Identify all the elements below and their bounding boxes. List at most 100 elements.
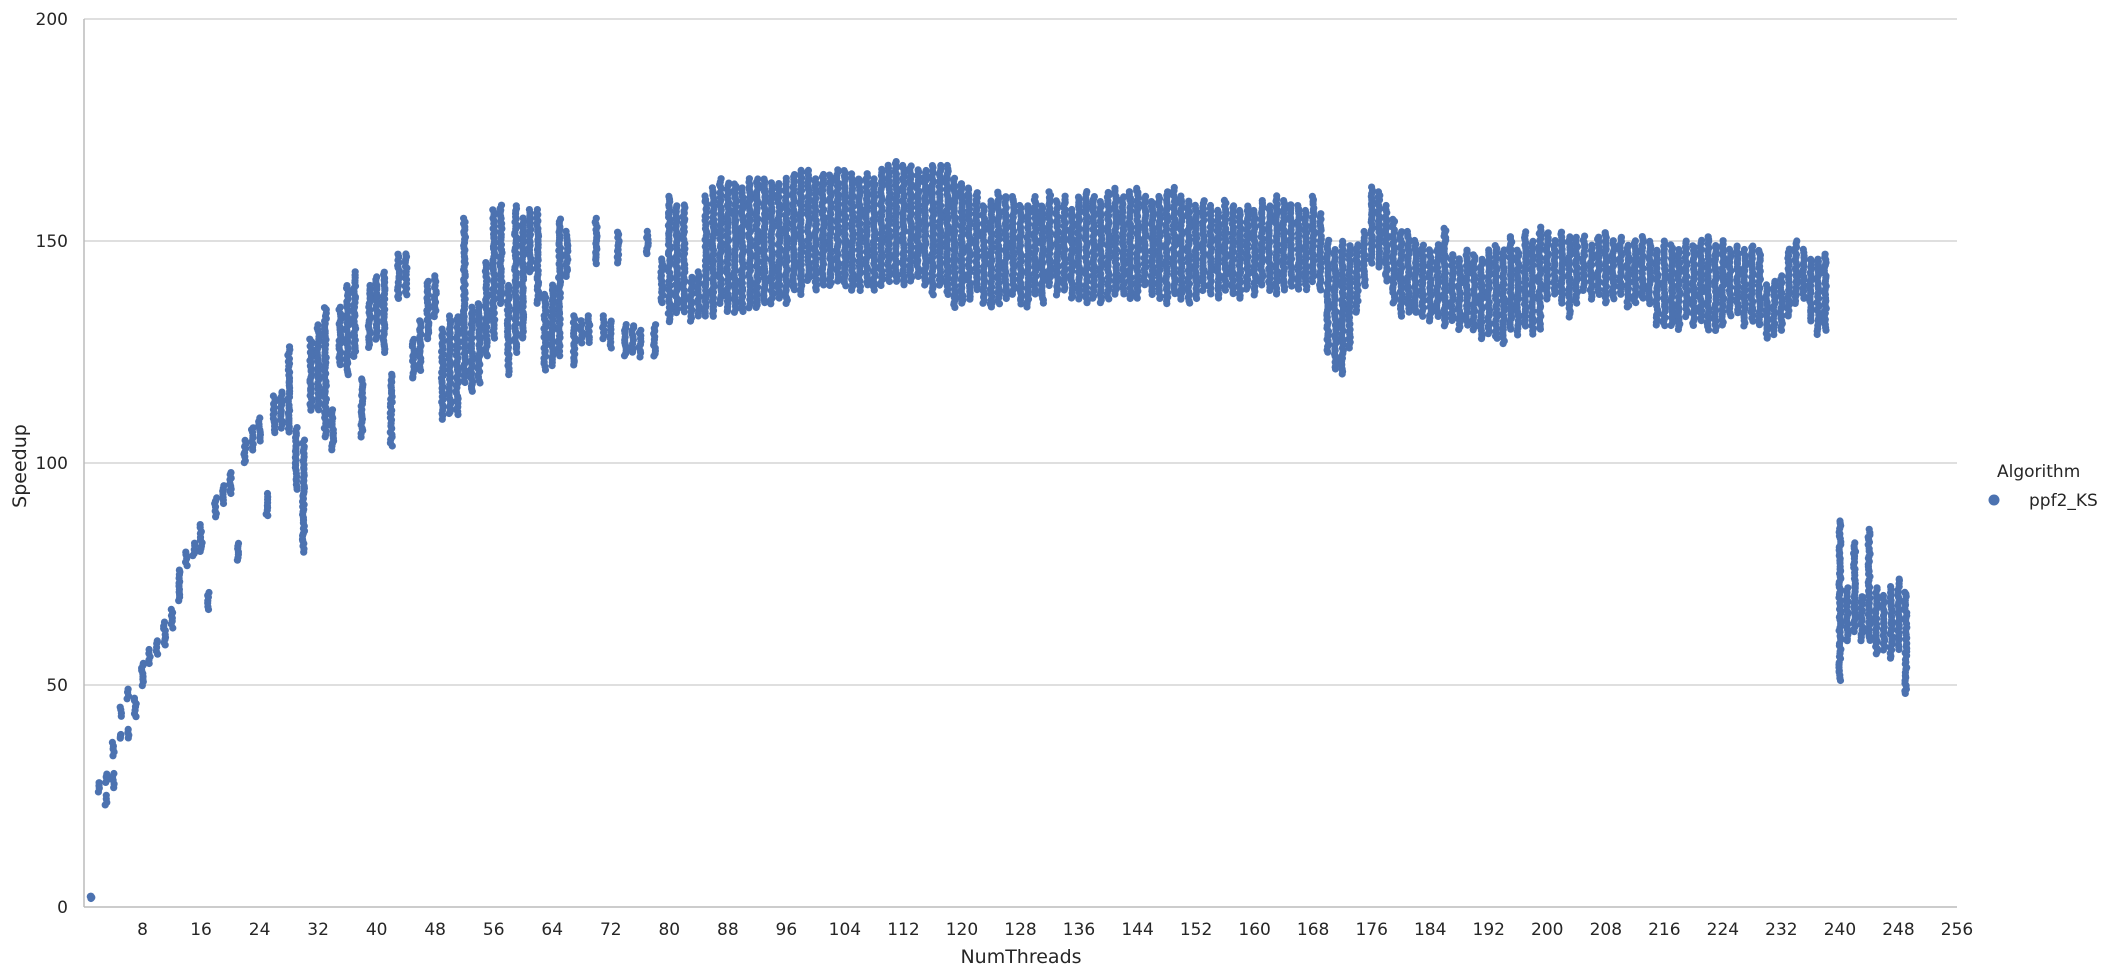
data-point (562, 272, 570, 280)
data-point (921, 281, 929, 289)
data-point (483, 352, 491, 360)
data-point (110, 784, 118, 792)
data-point (739, 307, 747, 316)
data-point (979, 299, 987, 307)
data-point (365, 343, 373, 351)
data-point (877, 281, 885, 290)
data-point (730, 308, 739, 316)
data-point (935, 281, 944, 289)
data-point (856, 286, 864, 295)
data-point (496, 299, 505, 307)
data-point (87, 894, 95, 903)
data-point (154, 650, 162, 658)
data-point (929, 291, 937, 299)
data-point (300, 548, 308, 556)
x-tick-label: 256 (1941, 920, 1973, 940)
data-point (1242, 285, 1250, 293)
data-point (548, 362, 556, 370)
data-point (533, 299, 541, 307)
data-point (461, 378, 469, 387)
data-point (145, 659, 153, 668)
data-point (476, 379, 484, 387)
data-point (344, 371, 352, 379)
data-point (138, 682, 146, 690)
x-tick-label: 72 (600, 920, 622, 940)
x-tick-label: 136 (1063, 920, 1095, 940)
data-point (1221, 286, 1229, 294)
data-point (124, 734, 132, 742)
data-point (723, 307, 731, 315)
data-point (117, 712, 125, 720)
data-point (906, 277, 915, 285)
x-tick-label: 32 (307, 920, 329, 940)
data-point (1111, 290, 1119, 298)
x-tick-label: 160 (1238, 920, 1270, 940)
data-point (1031, 290, 1039, 298)
data-point (350, 352, 358, 360)
data-point (357, 433, 365, 441)
data-point (264, 511, 272, 520)
data-point (336, 361, 344, 369)
y-tick-label: 50 (46, 676, 68, 696)
data-point (958, 299, 966, 307)
data-point (438, 415, 446, 423)
data-point (277, 424, 285, 432)
data-point (1186, 299, 1194, 307)
data-point (686, 317, 695, 325)
data-point (665, 318, 674, 326)
data-point (94, 788, 102, 796)
data-point (752, 303, 760, 311)
x-tick-label: 240 (1824, 920, 1856, 940)
x-tick-label: 200 (1531, 920, 1563, 940)
x-tick-label: 144 (1121, 920, 1153, 940)
data-point (716, 299, 724, 307)
data-point (900, 281, 908, 289)
data-point (797, 290, 805, 298)
data-point (599, 335, 607, 343)
data-point (1045, 281, 1053, 290)
data-point (394, 294, 403, 302)
data-point (372, 335, 380, 343)
data-point (409, 374, 417, 382)
data-point (321, 433, 329, 441)
data-point (614, 259, 622, 267)
x-tick-label: 192 (1473, 920, 1505, 940)
data-point (1083, 299, 1091, 307)
data-point (995, 300, 1004, 308)
data-point (864, 281, 872, 289)
x-tick-label: 104 (829, 920, 861, 940)
data-point (541, 366, 550, 374)
data-points (86, 158, 1911, 903)
x-tick-label: 56 (483, 920, 505, 940)
data-point (782, 299, 790, 307)
data-point (1236, 294, 1244, 302)
data-point (227, 489, 235, 498)
data-point (812, 286, 820, 294)
data-point (951, 303, 959, 311)
y-tick-label: 150 (36, 232, 68, 252)
data-point (388, 442, 396, 450)
data-point (513, 348, 521, 356)
data-point (1023, 303, 1031, 311)
x-tick-label: 40 (366, 920, 388, 940)
data-point (1105, 295, 1113, 303)
data-point (848, 286, 856, 294)
data-point (790, 286, 799, 294)
data-point (672, 309, 681, 317)
data-point (315, 406, 323, 414)
data-point (1052, 291, 1061, 299)
data-point (196, 547, 204, 556)
data-point (1067, 294, 1076, 302)
x-tick-label: 8 (137, 920, 148, 940)
data-point (1039, 299, 1047, 307)
data-point (914, 272, 922, 280)
data-point (892, 277, 901, 285)
data-point (775, 294, 783, 302)
data-point (973, 286, 981, 294)
data-point (189, 552, 197, 560)
data-point (1207, 290, 1215, 298)
data-point (1002, 294, 1010, 303)
data-point (1075, 295, 1083, 303)
data-point (101, 801, 109, 809)
